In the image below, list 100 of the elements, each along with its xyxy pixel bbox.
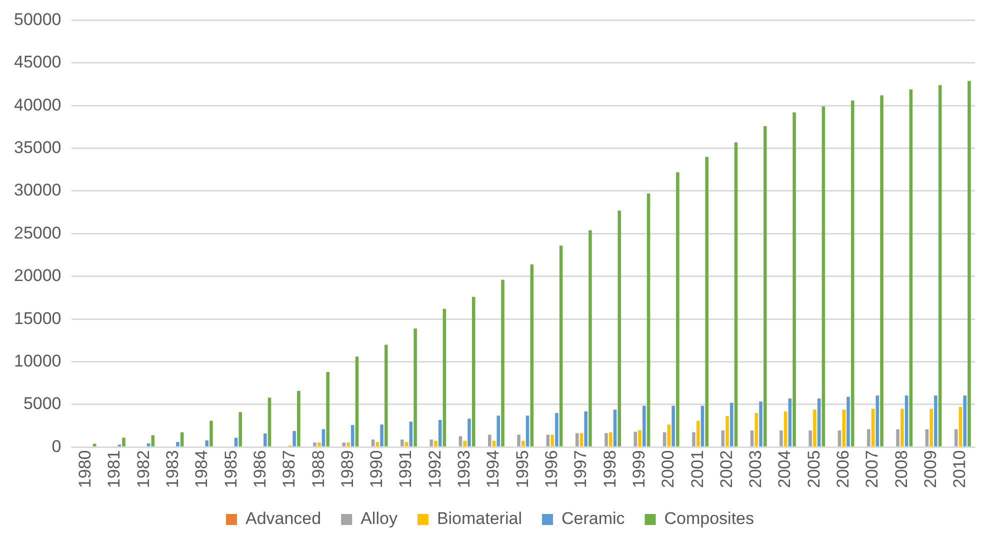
x-tick-label: 1980 [76, 450, 95, 488]
bar [517, 434, 520, 446]
x-tick-label: 2008 [892, 450, 911, 488]
x-tick-label: 1999 [629, 450, 648, 488]
x-tick-label: 2002 [716, 450, 736, 488]
bar [472, 296, 476, 446]
bar [322, 429, 326, 446]
bar [234, 438, 238, 446]
bar [409, 422, 413, 446]
bar [638, 430, 642, 446]
bar [384, 344, 388, 446]
bar [696, 420, 700, 446]
x-tick-label: 1996 [542, 450, 561, 488]
bar [326, 372, 330, 446]
bar [672, 406, 675, 446]
bar [604, 433, 608, 446]
bar [759, 401, 762, 446]
bar [371, 439, 375, 446]
bar [210, 420, 213, 446]
x-tick-label: 1984 [192, 450, 212, 488]
x-tick-label: 1981 [104, 450, 124, 488]
bar [575, 433, 579, 446]
x-tick-label: 2001 [688, 450, 707, 488]
x-tick-label: 1988 [308, 450, 328, 488]
bar [880, 95, 884, 446]
bar [376, 442, 380, 446]
bar [434, 440, 438, 446]
bar [705, 156, 708, 446]
x-tick-label: 1992 [425, 450, 444, 488]
bar [958, 407, 962, 446]
bar [355, 356, 359, 446]
bar [522, 440, 525, 446]
bar [676, 172, 680, 446]
y-tick-label: 15000 [14, 308, 62, 328]
bar [662, 432, 666, 446]
y-tick-label: 10000 [14, 351, 62, 370]
bar [925, 429, 929, 446]
x-tick-label: 1986 [250, 450, 270, 488]
bar [458, 436, 462, 446]
bar [700, 406, 704, 446]
x-tick-label: 1983 [163, 450, 182, 488]
bar [442, 308, 446, 446]
legend-label: Alloy [360, 509, 398, 528]
legend-label: Ceramic [561, 509, 626, 528]
bar [317, 442, 321, 446]
y-tick-label: 5000 [23, 394, 62, 414]
bar [904, 396, 908, 446]
x-tick-label: 1994 [484, 450, 503, 488]
bar [780, 430, 783, 446]
x-tick-label: 1987 [280, 450, 299, 488]
bar [346, 442, 350, 446]
bar [634, 432, 638, 446]
bar [404, 442, 408, 446]
bar [734, 142, 738, 446]
bar [764, 126, 767, 446]
bar [180, 432, 184, 446]
bar [838, 430, 842, 446]
bar [968, 80, 971, 446]
bar [468, 418, 471, 446]
bar [176, 442, 180, 446]
bar [618, 210, 622, 446]
bar [350, 424, 354, 446]
bar [909, 89, 913, 446]
bar [808, 430, 812, 446]
bar [559, 246, 563, 446]
bar [580, 433, 584, 446]
y-tick-label: 20000 [14, 266, 62, 286]
bar [297, 390, 300, 446]
bar [730, 402, 734, 446]
bar [750, 430, 754, 446]
y-tick-label: 50000 [14, 10, 62, 29]
x-tick-label: 1989 [338, 450, 357, 488]
y-tick-label: 0 [52, 436, 62, 456]
x-tick-label: 2000 [658, 450, 678, 488]
bar [692, 432, 696, 446]
legend-label: Advanced [245, 509, 322, 528]
bar [292, 430, 296, 446]
x-tick-label: 2003 [746, 450, 766, 488]
bar [380, 424, 384, 446]
bar [313, 442, 316, 446]
bar [896, 429, 900, 446]
bar [792, 112, 796, 446]
legend-label: Composites [664, 509, 754, 528]
y-tick-label: 25000 [14, 223, 62, 242]
x-tick-label: 2006 [834, 450, 853, 488]
x-tick-label: 1982 [134, 450, 153, 488]
x-tick-label: 1993 [454, 450, 474, 488]
bar [438, 420, 442, 446]
bar [205, 440, 208, 446]
y-tick-label: 30000 [14, 180, 62, 200]
bar [530, 264, 534, 446]
bar [754, 413, 758, 446]
bar [526, 416, 530, 446]
bar [667, 424, 671, 446]
bar [268, 398, 272, 446]
bar [488, 434, 492, 446]
bar [122, 438, 126, 446]
bar [866, 429, 870, 446]
bar [588, 230, 592, 446]
bar [842, 410, 846, 446]
